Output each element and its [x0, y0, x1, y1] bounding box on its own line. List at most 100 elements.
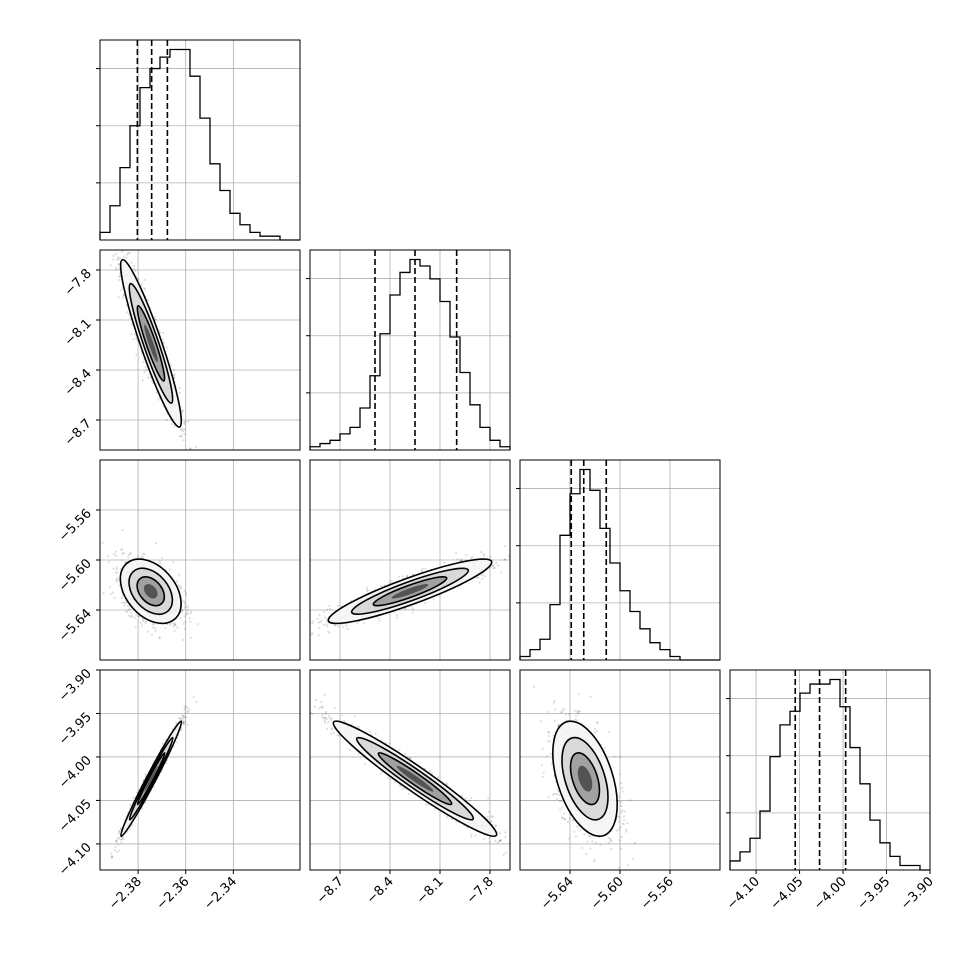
sample-point: [182, 721, 185, 725]
sample-point: [181, 714, 184, 717]
sample-point: [115, 566, 118, 569]
sample-point: [175, 580, 178, 583]
sample-point: [182, 461, 184, 463]
sample-point: [143, 370, 146, 374]
sample-point: [183, 716, 186, 719]
sample-point: [127, 313, 131, 316]
density-fill: [144, 765, 158, 792]
sample-point: [115, 850, 118, 854]
sample-point: [106, 555, 109, 558]
sample-point: [126, 311, 129, 314]
sample-point: [144, 288, 147, 291]
sample-point: [185, 612, 188, 616]
sample-point: [311, 622, 314, 625]
sample-point: [189, 452, 191, 454]
density-contour: [120, 720, 183, 838]
sample-point: [320, 619, 323, 622]
sample-point: [185, 594, 188, 597]
sample-point: [140, 283, 144, 286]
sample-point: [117, 837, 120, 840]
sample-point: [188, 708, 192, 711]
sample-point: [196, 623, 199, 626]
sample-point: [144, 620, 147, 623]
sample-point: [337, 624, 340, 628]
sample-point: [110, 856, 113, 859]
histogram-panel-0: [96, 39, 301, 241]
sample-point: [172, 625, 175, 628]
sample-point: [189, 620, 192, 623]
sample-point: [109, 264, 112, 267]
scatter-panel-0-1: [99, 245, 301, 463]
sample-point: [349, 599, 353, 602]
sample-point: [184, 712, 187, 715]
panel-frame: [729, 669, 931, 871]
sample-point: [186, 710, 189, 713]
sample-point: [136, 555, 140, 558]
sample-point: [102, 592, 105, 595]
sample-point: [378, 619, 381, 622]
sample-point: [117, 262, 120, 265]
sample-point: [183, 589, 186, 592]
sample-point: [186, 723, 189, 726]
sample-point: [120, 245, 122, 247]
sample-point: [180, 610, 183, 614]
scatter-panel-1-2: [309, 459, 511, 661]
sample-point: [142, 618, 145, 621]
sample-point: [180, 717, 183, 720]
sample-point: [325, 617, 329, 621]
sample-point: [120, 838, 123, 841]
sample-point: [117, 843, 120, 846]
histogram-step: [729, 678, 930, 871]
panel-frame: [99, 39, 301, 241]
sample-point: [180, 429, 183, 432]
sample-point: [192, 695, 195, 698]
sample-point: [168, 568, 171, 571]
sample-point: [115, 839, 118, 842]
sample-point: [184, 454, 186, 456]
sample-point: [122, 294, 125, 297]
sample-point: [410, 605, 413, 608]
sample-point: [153, 627, 156, 630]
sample-point: [119, 827, 122, 830]
sample-point: [182, 715, 185, 718]
sample-point: [477, 576, 480, 579]
sample-point: [144, 801, 147, 804]
sample-point: [181, 410, 184, 413]
sample-point: [154, 316, 157, 319]
sample-point: [114, 571, 117, 574]
sample-point: [117, 830, 121, 833]
sample-point: [179, 585, 182, 588]
density-contour: [119, 258, 183, 428]
sample-point: [151, 623, 154, 626]
sample-point: [142, 620, 145, 623]
sample-point: [128, 614, 131, 618]
sample-point: [154, 542, 157, 545]
sample-point: [177, 716, 181, 720]
sample-point: [158, 329, 161, 332]
sample-point: [184, 707, 187, 710]
sample-point: [179, 717, 182, 721]
sample-point: [130, 261, 133, 264]
sample-point: [140, 624, 144, 627]
sample-point: [114, 253, 117, 256]
sample-point: [144, 621, 147, 624]
histogram-step: [519, 468, 720, 661]
sample-point: [118, 849, 121, 852]
sample-point: [182, 721, 185, 725]
sample-point: [135, 337, 138, 340]
sample-point: [182, 720, 185, 724]
sample-point: [120, 548, 123, 552]
sample-point: [480, 551, 483, 554]
sample-point: [132, 796, 135, 799]
sample-point: [496, 564, 500, 567]
histogram-step: [309, 258, 511, 450]
sample-point: [183, 432, 186, 435]
sample-point: [121, 601, 124, 604]
sample-point: [174, 623, 177, 627]
sample-point: [492, 567, 495, 570]
sample-point: [137, 278, 140, 281]
sample-point: [183, 705, 186, 708]
sample-point: [183, 423, 186, 426]
sample-point: [396, 616, 399, 619]
